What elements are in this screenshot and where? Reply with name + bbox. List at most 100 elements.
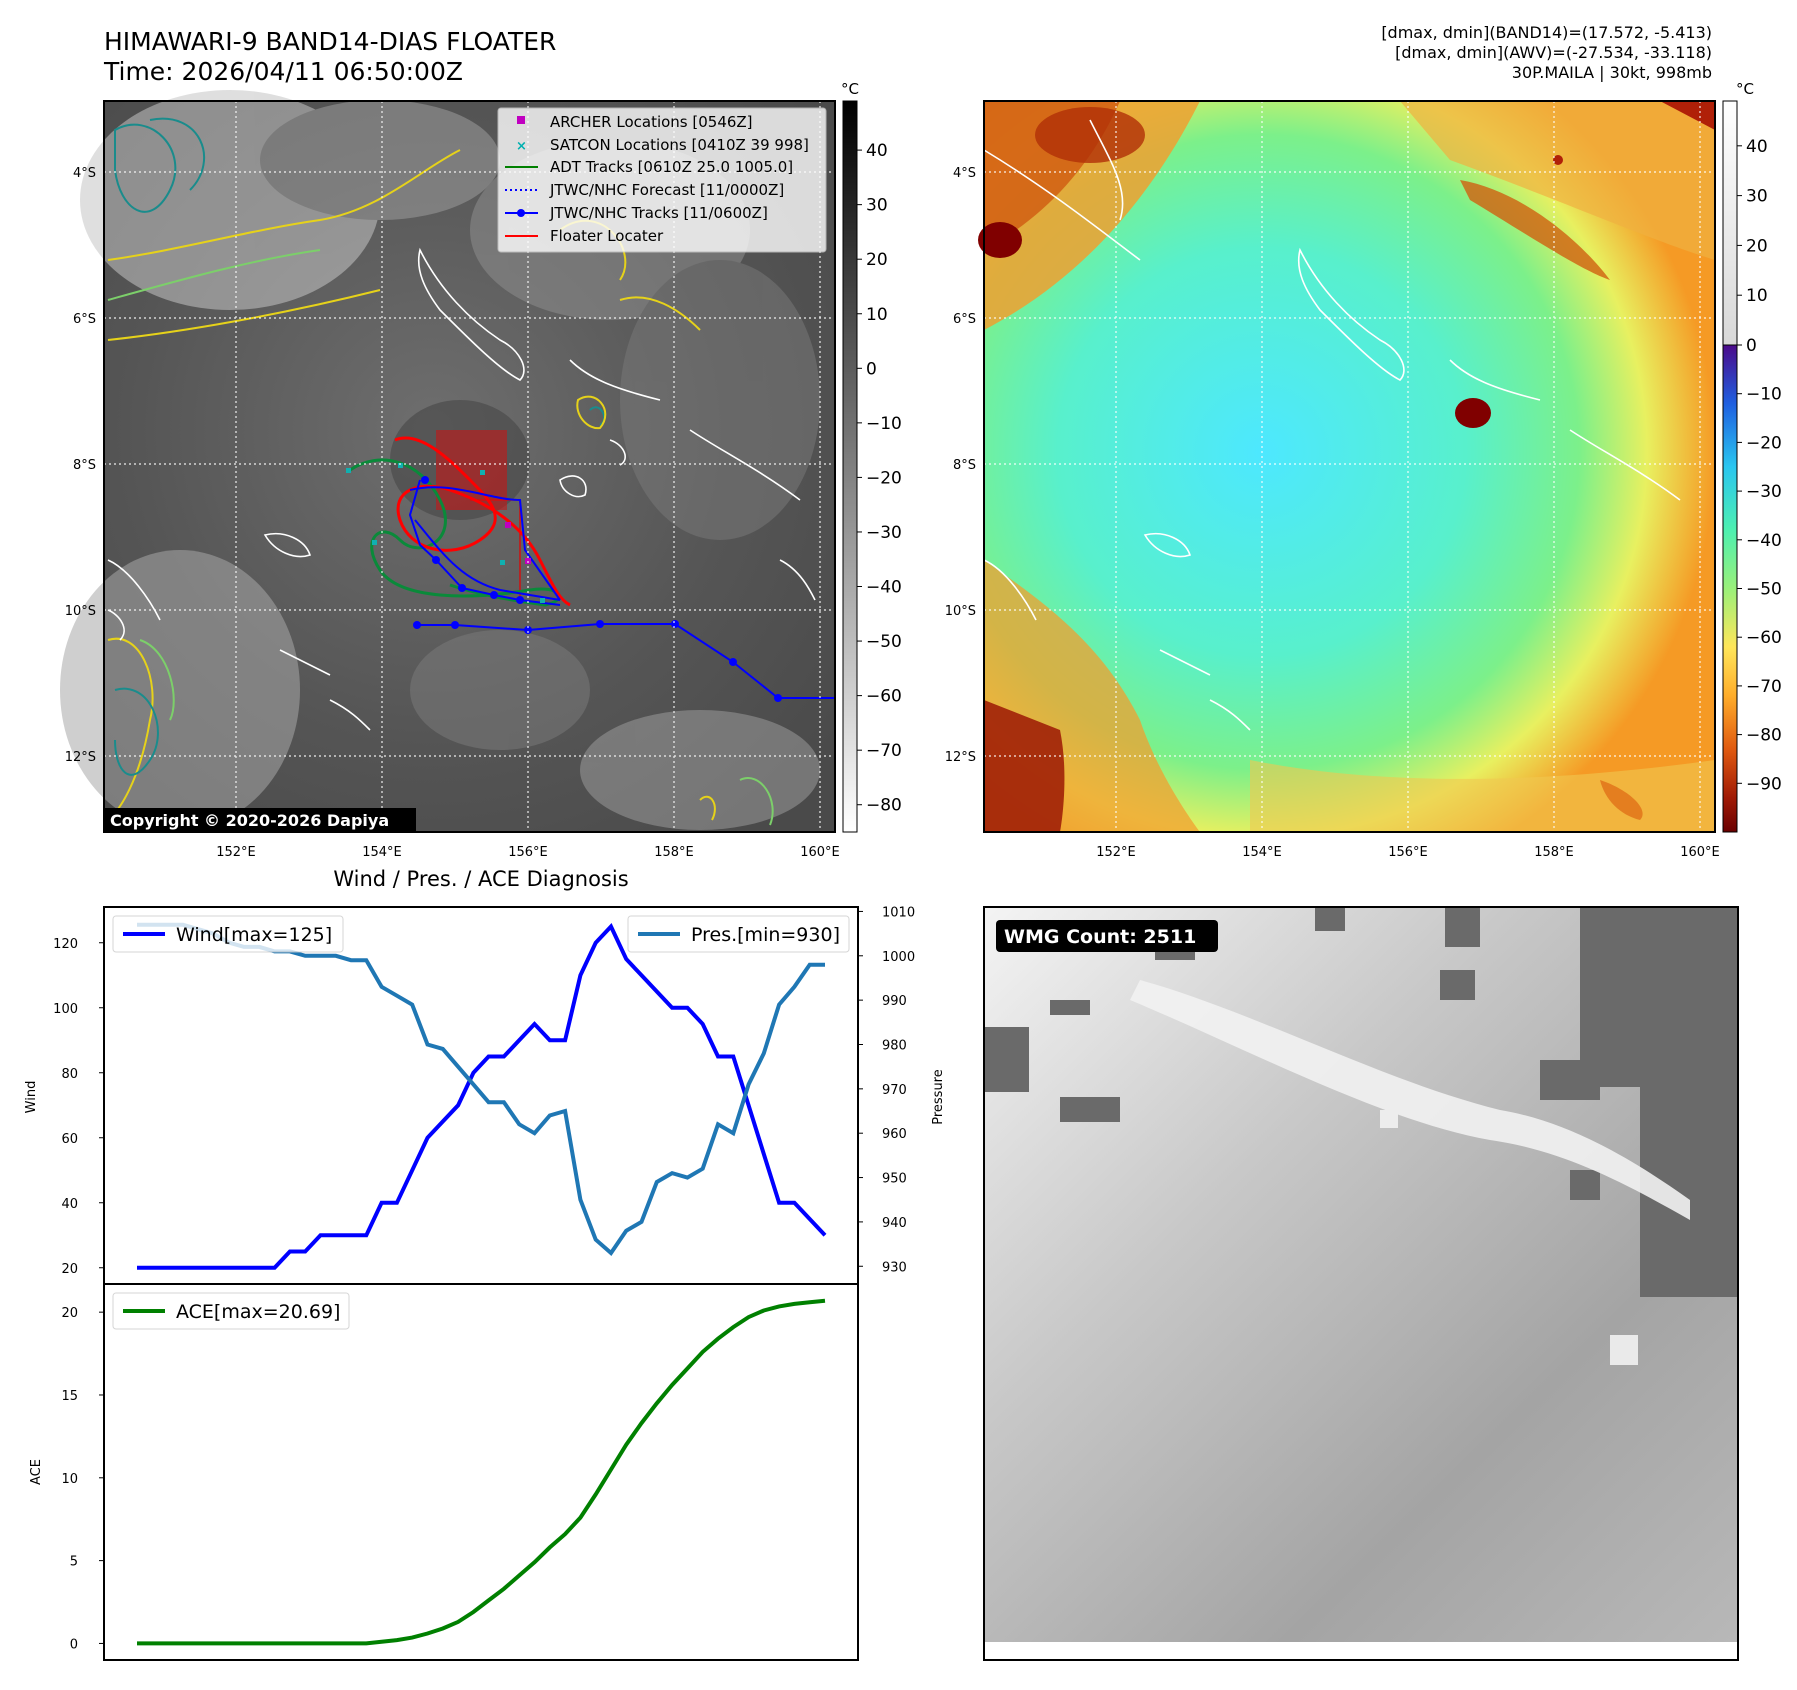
- pressure-axis-ticks: 930 940 950 960 970 980 990 1000 1010: [858, 905, 915, 1275]
- storm-tracks: [346, 436, 835, 702]
- jtwc-track-center: [408, 479, 561, 606]
- awv-unit: °C: [1736, 80, 1754, 98]
- adt-track: [349, 458, 561, 607]
- jtwc-track-points: [413, 476, 782, 702]
- info-awv-range: [dmax, dmin](AWV)=(-27.534, -33.118): [1395, 43, 1712, 62]
- ace-tick-label: 5: [70, 1555, 78, 1570]
- ace-legend-box: [112, 1292, 350, 1330]
- ir-lat-label: 4°S: [73, 166, 96, 181]
- satcon-points: [346, 463, 545, 603]
- ir-lon-labels: 152°E 154°E 156°E 158°E 160°E: [216, 845, 840, 860]
- awv-lat-label: 8°S: [953, 458, 976, 473]
- pressure-axis-label: Pressure: [931, 1069, 946, 1125]
- legend-label-satcon: SATCON Locations [0410Z 39 998]: [550, 136, 809, 154]
- copyright-text: Copyright © 2020-2026 Dapiya: [110, 811, 389, 830]
- awv-lon-label: 156°E: [1388, 845, 1428, 860]
- awv-colorbar-negative: [1722, 344, 1738, 833]
- wind-axis-ticks: 20 40 60 80 100 120: [53, 937, 104, 1277]
- wind-tick-label: 100: [53, 1002, 78, 1017]
- awv-tick-label: −70: [1746, 677, 1782, 697]
- floater-track: [394, 436, 571, 607]
- legend-label-archer: ARCHER Locations [0546Z]: [550, 113, 753, 131]
- copyright-badge: [104, 808, 416, 832]
- ace-axis-label: ACE: [29, 1459, 44, 1485]
- ace-series-line: [137, 1298, 826, 1646]
- awv-tick-label: −50: [1746, 580, 1782, 600]
- awv-lon-label: 154°E: [1242, 845, 1282, 860]
- band14-unit: °C: [841, 80, 859, 98]
- ir-lon-label: 160°E: [800, 845, 840, 860]
- wind-tick-label: 40: [61, 1197, 78, 1212]
- ace-legend: ACE[max=20.69]: [112, 1292, 350, 1330]
- band14-tick-label: 0: [866, 359, 877, 379]
- band14-tick-label: 40: [866, 141, 888, 161]
- band14-tick-label: −70: [866, 741, 902, 761]
- pressure-tick-label: 950: [882, 1172, 907, 1187]
- legend-entry-forecast: JTWC/NHC Forecast [11/0000Z]: [505, 181, 784, 199]
- awv-lat-label: 6°S: [953, 312, 976, 327]
- band14-tick-label: −20: [866, 468, 902, 488]
- awv-frame: [983, 100, 1716, 833]
- ir-lon-label: 154°E: [362, 845, 402, 860]
- wind-legend: Wind[max=125]: [112, 915, 344, 953]
- wind-legend-label: Wind[max=125]: [176, 924, 332, 946]
- band14-tick-label: −40: [866, 578, 902, 598]
- wind-axis-label: Wind: [24, 1081, 39, 1114]
- legend-label-adt: ADT Tracks [0610Z 25.0 1005.0]: [550, 158, 793, 176]
- band14-colorbar: °C 40 30 20 10 0 −10 −20 −30 −40 −50 −60 −70 −80: [841, 80, 902, 833]
- legend-entry-archer: ARCHER Locations [0546Z]: [517, 113, 753, 131]
- jtwc-track-inner: [409, 486, 561, 601]
- awv-tick-label: −90: [1746, 774, 1782, 794]
- awv-map-panel: [978, 100, 1716, 833]
- wmg-warm-streak: [1130, 980, 1690, 1365]
- band14-tick-label: −80: [866, 796, 902, 816]
- ace-tick-label: 15: [61, 1389, 78, 1404]
- pressure-tick-label: 980: [882, 1038, 907, 1053]
- awv-lon-labels: 152°E 154°E 156°E 158°E 160°E: [1096, 845, 1720, 860]
- band14-tick-label: 10: [866, 305, 888, 325]
- ace-chart: 0 5 10 15 20 ACE ACE[max=20.69]: [29, 1283, 859, 1661]
- band14-tick-label: 20: [866, 250, 888, 270]
- band14-tick-label: −50: [866, 632, 902, 652]
- pressure-tick-label: 1010: [882, 905, 915, 920]
- awv-tick-label: −20: [1746, 433, 1782, 453]
- ir-frame: [103, 100, 836, 833]
- legend-label-forecast: JTWC/NHC Forecast [11/0000Z]: [549, 181, 784, 199]
- pressure-tick-label: 930: [882, 1260, 907, 1275]
- wmg-frame: [983, 906, 1739, 1661]
- jtwc-track-line: [417, 623, 835, 699]
- awv-tick-label: 20: [1746, 236, 1768, 256]
- pressure-legend-box: [627, 915, 850, 953]
- awv-tick-label: 0: [1746, 336, 1757, 356]
- legend-entry-floater: Floater Locater: [505, 227, 664, 245]
- awv-tick-label: −60: [1746, 628, 1782, 648]
- figure-title: HIMAWARI-9 BAND14-DIAS FLOATER: [104, 27, 556, 56]
- awv-lat-labels: 4°S 6°S 8°S 10°S 12°S: [945, 166, 976, 765]
- awv-tick-label: 40: [1746, 137, 1768, 157]
- awv-lat-label: 10°S: [945, 604, 976, 619]
- band14-ticks: 40 30 20 10 0 −10 −20 −30 −40 −50 −60 −70 −80: [857, 141, 902, 816]
- legend-label-jtwc: JTWC/NHC Tracks [11/0600Z]: [549, 204, 768, 222]
- ace-tick-label: 20: [61, 1306, 78, 1321]
- wind-tick-label: 20: [61, 1262, 78, 1277]
- satcon-marker: ×: [516, 139, 527, 154]
- diagnosis-title: Wind / Pres. / ACE Diagnosis: [333, 867, 628, 891]
- ir-lat-label: 8°S: [73, 458, 96, 473]
- ir-lat-label: 10°S: [65, 604, 96, 619]
- awv-colorbar-positive: [1722, 100, 1738, 346]
- pressure-legend-label: Pres.[min=930]: [691, 924, 840, 946]
- ir-lon-label: 158°E: [654, 845, 694, 860]
- pressure-tick-label: 960: [882, 1127, 907, 1142]
- info-band14-range: [dmax, dmin](BAND14)=(17.572, -5.413): [1381, 23, 1712, 42]
- ir-map-panel: ARCHER Locations [0546Z] × SATCON Locati…: [60, 90, 836, 833]
- awv-colorbar: °C 40 30 20 10 0 −10 −20 −30 −40 −50 −60 −70 −80 −90: [1722, 80, 1782, 833]
- ace-tick-label: 10: [61, 1472, 78, 1487]
- awv-tick-label: 10: [1746, 286, 1768, 306]
- legend-label-floater: Floater Locater: [550, 227, 664, 245]
- awv-moisture-features: [978, 101, 1715, 832]
- awv-tick-label: −80: [1746, 726, 1782, 746]
- legend-entry-satcon: × SATCON Locations [0410Z 39 998]: [516, 136, 809, 154]
- band14-tick-label: −60: [866, 687, 902, 707]
- wind-series-line: [137, 922, 827, 1270]
- ir-lon-label: 156°E: [508, 845, 548, 860]
